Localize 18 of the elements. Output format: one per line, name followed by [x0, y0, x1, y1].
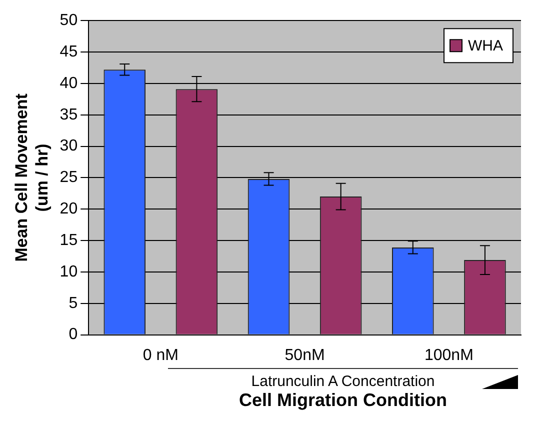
- y-tick-label: 20: [60, 200, 78, 218]
- y-tick-label: 30: [60, 138, 78, 155]
- y-tick-label: 35: [60, 106, 78, 124]
- x-tick-label: 0 nM: [142, 346, 178, 364]
- y-tick-label: 40: [60, 74, 78, 92]
- y-tick-label: 15: [60, 232, 78, 249]
- text: Latrunculin A Concentration: [251, 373, 435, 390]
- y-tick-label: 45: [60, 43, 78, 60]
- y-axis-title: Mean Cell Movement (um / hr): [12, 93, 52, 262]
- x-tick-label: 50nM: [284, 346, 325, 364]
- y-tick-label: 10: [60, 263, 78, 280]
- y-tick-label: 25: [60, 169, 78, 186]
- legend-label: WHA: [468, 38, 504, 55]
- x-axis-title: Cell Migration Condition: [238, 390, 448, 411]
- x-tick-label: 100nM: [424, 346, 474, 364]
- y-tick-label: 5: [68, 294, 78, 312]
- y-tick-label: 0: [68, 326, 78, 344]
- y-tick-label: 50: [60, 12, 78, 30]
